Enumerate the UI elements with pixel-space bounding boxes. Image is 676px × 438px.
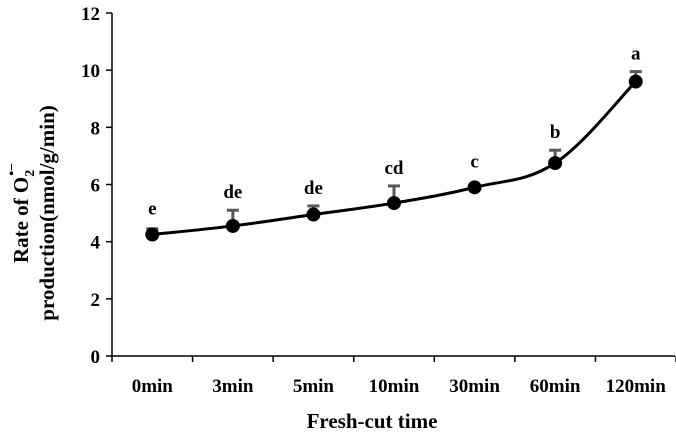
data-point [628, 74, 643, 89]
y-tick-label: 6 [91, 176, 101, 197]
significance-label: cd [385, 158, 404, 179]
y-axis-title-line2: production(nmol/g/min) [35, 105, 59, 320]
x-tick-label: 30min [449, 376, 500, 397]
y-axis-title-superscript: •− [5, 163, 20, 176]
data-point [467, 180, 482, 195]
significance-label: de [223, 182, 242, 203]
y-tick-label: 10 [81, 61, 100, 82]
significance-label: b [550, 122, 561, 143]
y-axis-title-subscript: 2 [23, 170, 38, 177]
data-point [225, 218, 240, 233]
x-tick-label: 0min [132, 376, 174, 397]
data-point [306, 207, 321, 222]
x-tick-label: 3min [212, 376, 254, 397]
y-tick-label: 12 [81, 4, 100, 25]
y-tick-label: 2 [91, 290, 101, 311]
y-tick-label: 8 [91, 118, 101, 139]
x-axis-group: 0min 3min 5min 10min 30min 60min 120min [111, 355, 676, 397]
x-axis-title: Fresh-cut time [307, 409, 438, 433]
y-tick-label: 4 [91, 233, 101, 254]
x-tick-label: 60min [530, 376, 581, 397]
data-point [548, 156, 563, 171]
x-tick-label: 10min [369, 376, 420, 397]
data-point [145, 227, 160, 242]
significance-labels: e de de cd c b a [148, 44, 641, 220]
svg-text:Rate of O2•−: Rate of O2•− [5, 163, 38, 263]
y-axis-title: Rate of O2•− production(nmol/g/min) [5, 105, 59, 320]
significance-label: e [148, 199, 156, 220]
significance-label: de [304, 178, 323, 199]
significance-label: a [631, 44, 641, 65]
y-axis-title-line1: Rate of O [9, 177, 33, 263]
y-axis-group: 0 2 4 6 8 10 12 [81, 4, 113, 368]
x-tick-label: 5min [293, 376, 335, 397]
x-tick-label: 120min [606, 376, 667, 397]
y-tick-label: 0 [91, 347, 101, 368]
data-point [387, 196, 401, 211]
data-points [145, 74, 643, 242]
significance-label: c [470, 151, 478, 172]
